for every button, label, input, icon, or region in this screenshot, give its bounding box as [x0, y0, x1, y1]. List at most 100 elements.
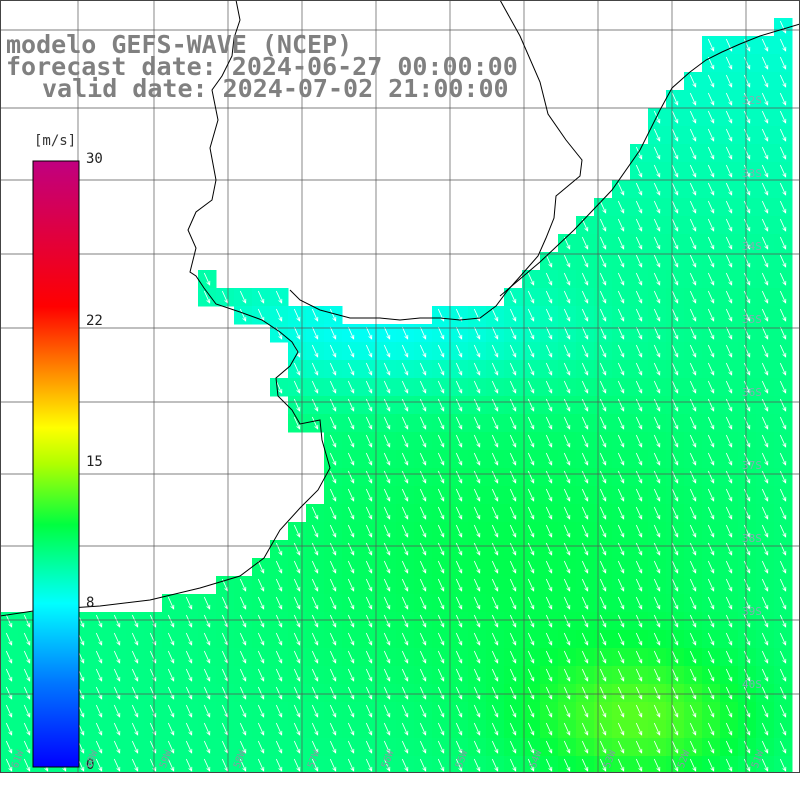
- speed-cell: [126, 756, 145, 773]
- wind-arrow: [617, 254, 625, 268]
- wind-arrow: [779, 200, 787, 214]
- wind-arrow: [653, 398, 661, 412]
- wind-arrow: [617, 470, 625, 484]
- wind-arrow: [23, 632, 31, 646]
- speed-cell: [360, 756, 379, 773]
- wind-arrow: [743, 470, 751, 484]
- wind-arrow: [671, 632, 679, 646]
- wind-arrow: [401, 578, 409, 592]
- wind-arrow: [689, 596, 697, 610]
- wind-arrow: [473, 686, 481, 700]
- wind-arrow: [455, 398, 463, 412]
- wind-arrow: [473, 524, 481, 538]
- wind-arrow: [275, 722, 283, 736]
- wind-arrow: [707, 740, 715, 754]
- wind-arrow: [653, 362, 661, 376]
- wind-arrow: [779, 56, 787, 70]
- wind-arrow: [437, 506, 445, 520]
- wind-arrow: [365, 704, 373, 718]
- wind-arrow: [743, 434, 751, 448]
- wind-arrow: [527, 686, 535, 700]
- wind-arrow: [239, 308, 247, 322]
- wind-arrow: [653, 632, 661, 646]
- wind-arrow: [329, 614, 337, 628]
- wind-arrow: [761, 362, 769, 376]
- wind-arrow: [455, 506, 463, 520]
- wind-arrow: [329, 704, 337, 718]
- wind-arrow: [743, 200, 751, 214]
- wind-arrow: [311, 668, 319, 682]
- wind-arrow: [419, 362, 427, 376]
- speed-cell: [702, 756, 721, 773]
- wind-arrow: [599, 524, 607, 538]
- wind-arrow: [311, 308, 319, 322]
- wind-arrow: [419, 668, 427, 682]
- wind-arrow: [671, 326, 679, 340]
- wind-arrow: [563, 308, 571, 322]
- wind-arrow: [779, 344, 787, 358]
- wind-arrow: [203, 668, 211, 682]
- wind-arrow: [635, 524, 643, 538]
- wind-arrow: [635, 632, 643, 646]
- wind-arrow: [293, 668, 301, 682]
- wind-arrow: [365, 686, 373, 700]
- wind-arrow: [203, 722, 211, 736]
- wind-arrow: [599, 632, 607, 646]
- wind-arrow: [671, 290, 679, 304]
- wind-arrow: [185, 722, 193, 736]
- wind-arrow: [401, 488, 409, 502]
- wind-arrow: [545, 668, 553, 682]
- speed-cell: [720, 756, 739, 773]
- wind-arrow: [365, 650, 373, 664]
- wind-arrow: [491, 434, 499, 448]
- speed-cell: [576, 756, 595, 773]
- wind-arrow: [743, 254, 751, 268]
- wind-arrow: [617, 686, 625, 700]
- wind-arrow: [743, 398, 751, 412]
- wind-arrow: [347, 596, 355, 610]
- wind-arrow: [581, 218, 589, 232]
- wind-arrow: [761, 560, 769, 574]
- wind-arrow: [347, 524, 355, 538]
- wind-arrow: [185, 758, 193, 772]
- wind-arrow: [671, 560, 679, 574]
- wind-arrow: [581, 290, 589, 304]
- wind-arrow: [527, 308, 535, 322]
- wind-arrow: [779, 146, 787, 160]
- wind-arrow: [671, 488, 679, 502]
- wind-arrow: [581, 614, 589, 628]
- wind-arrow: [365, 596, 373, 610]
- wind-arrow: [491, 668, 499, 682]
- wind-arrow: [635, 236, 643, 250]
- speed-cell: [666, 756, 685, 773]
- wind-arrow: [653, 722, 661, 736]
- wind-arrow: [599, 470, 607, 484]
- wind-arrow: [653, 416, 661, 430]
- wind-arrow: [725, 434, 733, 448]
- wind-arrow: [725, 398, 733, 412]
- wind-arrow: [509, 308, 517, 322]
- wind-arrow: [365, 434, 373, 448]
- wind-arrow: [761, 164, 769, 178]
- wind-arrow: [779, 506, 787, 520]
- wind-arrow: [635, 146, 643, 160]
- wind-arrow: [491, 326, 499, 340]
- wind-arrow: [383, 650, 391, 664]
- wind-arrow: [527, 578, 535, 592]
- wind-arrow: [311, 560, 319, 574]
- wind-arrow: [617, 668, 625, 682]
- wind-arrow: [617, 488, 625, 502]
- wind-arrow: [5, 668, 13, 682]
- wind-arrow: [131, 614, 139, 628]
- wind-arrow: [545, 686, 553, 700]
- wind-arrow: [743, 308, 751, 322]
- wind-arrow: [149, 740, 157, 754]
- wind-arrow: [743, 524, 751, 538]
- colorbar-tick-label: 8: [86, 595, 95, 612]
- wind-arrow: [185, 704, 193, 718]
- wind-arrow: [707, 704, 715, 718]
- wind-arrow: [725, 506, 733, 520]
- wind-arrow: [455, 380, 463, 394]
- wind-arrow: [761, 38, 769, 52]
- wind-arrow: [761, 596, 769, 610]
